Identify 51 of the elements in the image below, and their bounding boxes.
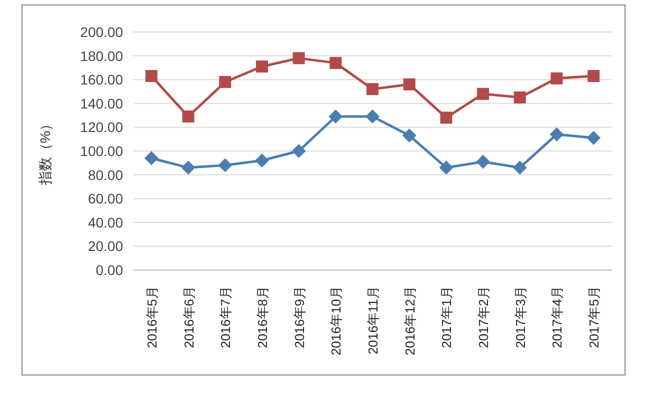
point	[366, 109, 380, 124]
point	[182, 110, 194, 122]
point	[218, 158, 232, 172]
x-tick-label: 2016年8月	[254, 286, 270, 348]
y-tick-label: 100.00	[80, 143, 124, 159]
y-tick-label: 60.00	[88, 190, 124, 207]
point	[477, 88, 490, 100]
x-tick-label: 2016年10月	[328, 286, 344, 356]
point	[402, 128, 416, 143]
point	[330, 56, 342, 69]
point	[403, 78, 416, 90]
y-tick-label: 180.00	[80, 48, 124, 64]
point	[254, 154, 269, 168]
point	[366, 83, 378, 96]
y-tick-label: 0.00	[96, 262, 124, 278]
point	[292, 52, 305, 64]
x-tick-label: 2017年4月	[550, 286, 565, 348]
x-tick-label: 2017年5月	[586, 286, 602, 348]
x-tick-label: 2016年9月	[292, 286, 307, 348]
y-tick-label: 80.00	[88, 166, 124, 183]
point	[588, 70, 600, 82]
point	[514, 91, 526, 104]
y-tick-label: 160.00	[80, 72, 124, 88]
x-tick-label: 2016年11月	[366, 286, 380, 354]
point	[439, 160, 454, 175]
y-tick-label: 20.00	[88, 238, 124, 254]
point	[512, 160, 527, 175]
point	[256, 60, 268, 73]
y-tick-label: 40.00	[88, 214, 124, 230]
point	[476, 154, 490, 169]
point	[181, 160, 196, 175]
x-tick-label: 2016年12月	[402, 286, 418, 356]
x-tick-label: 2016年7月	[218, 286, 234, 348]
point	[219, 76, 232, 88]
point	[145, 70, 158, 82]
point	[328, 109, 343, 124]
y-tick-label: 120.00	[80, 119, 124, 136]
y-tick-label: 140.00	[80, 95, 124, 112]
point	[550, 72, 563, 84]
x-tick-label: 2017年3月	[512, 286, 528, 348]
point	[440, 112, 452, 124]
x-tick-label: 2016年6月	[181, 286, 196, 348]
x-tick-label: 2017年1月	[439, 286, 454, 348]
point	[292, 144, 306, 158]
y-axis-title: 指数（%）	[37, 116, 53, 186]
point	[550, 127, 564, 142]
point	[144, 151, 158, 166]
y-tick-label: 200.00	[80, 24, 124, 40]
x-tick-label: 2016年5月	[144, 286, 160, 348]
x-tick-label: 2017年2月	[476, 286, 492, 348]
point	[586, 130, 601, 145]
